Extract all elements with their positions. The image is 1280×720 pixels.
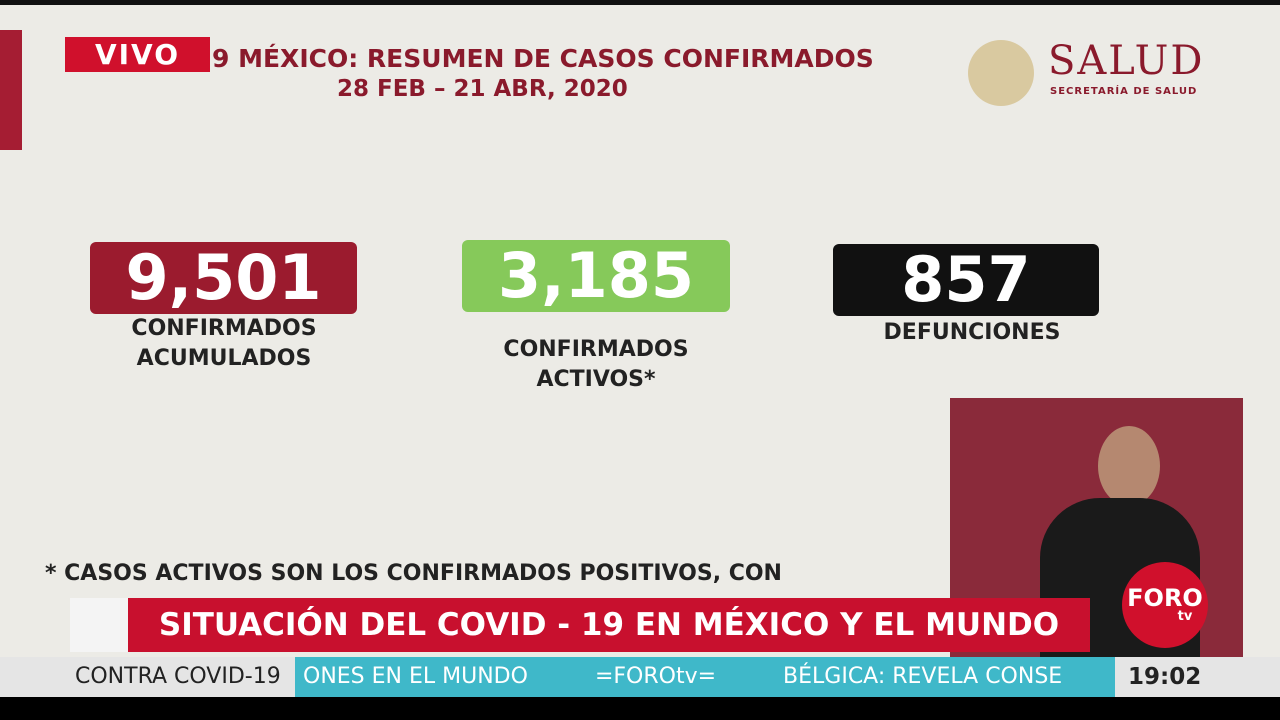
brand-suffix: tv <box>1177 609 1193 624</box>
footnote: * CASOS ACTIVOS SON LOS CONFIRMADOS POSI… <box>45 561 782 586</box>
stat-value: 857 <box>833 244 1099 316</box>
subtitle: 28 FEB – 21 ABR, 2020 <box>337 76 628 102</box>
title: 9 MÉXICO: RESUMEN DE CASOS CONFIRMADOS <box>212 44 874 73</box>
ticker-item: ONES EN EL MUNDO <box>303 664 528 689</box>
logo-name: SALUD <box>1048 38 1205 84</box>
logo-subtitle: SECRETARÍA DE SALUD <box>1050 86 1198 97</box>
brand-name: FORO <box>1127 584 1203 612</box>
stat-label: CONFIRMADOS ACUMULADOS <box>74 314 374 374</box>
stat-label-line: ACTIVOS* <box>536 367 656 392</box>
bottom-strip <box>0 697 1280 720</box>
ticker-section: CONTRA COVID-19 <box>75 664 281 689</box>
side-bar <box>0 30 22 150</box>
banner-lead <box>70 598 128 652</box>
ticker-item: BÉLGICA: REVELA CONSE <box>783 664 1063 689</box>
stat-label: DEFUNCIONES <box>822 318 1122 348</box>
live-badge: VIVO <box>65 37 210 72</box>
stat-label: CONFIRMADOS ACTIVOS* <box>446 335 746 395</box>
banner: SITUACIÓN DEL COVID - 19 EN MÉXICO Y EL … <box>128 598 1090 652</box>
stat-value: 3,185 <box>462 240 730 312</box>
stat-value: 9,501 <box>90 242 357 314</box>
head <box>1098 426 1160 506</box>
ticker-item: =FOROtv= <box>594 664 717 689</box>
stat-label-line: CONFIRMADOS <box>131 316 317 341</box>
stat-label-line: ACUMULADOS <box>136 346 312 371</box>
stat-label-line: CONFIRMADOS <box>503 337 689 362</box>
brand: FORO tv <box>1122 562 1208 648</box>
ticker-time: 19:02 <box>1128 664 1202 690</box>
ticker-crawl: ONES EN EL MUNDO =FOROtv= BÉLGICA: REVEL… <box>295 657 1115 697</box>
top-strip <box>0 0 1280 5</box>
stat-label-line: DEFUNCIONES <box>883 320 1061 345</box>
seal <box>968 40 1034 106</box>
